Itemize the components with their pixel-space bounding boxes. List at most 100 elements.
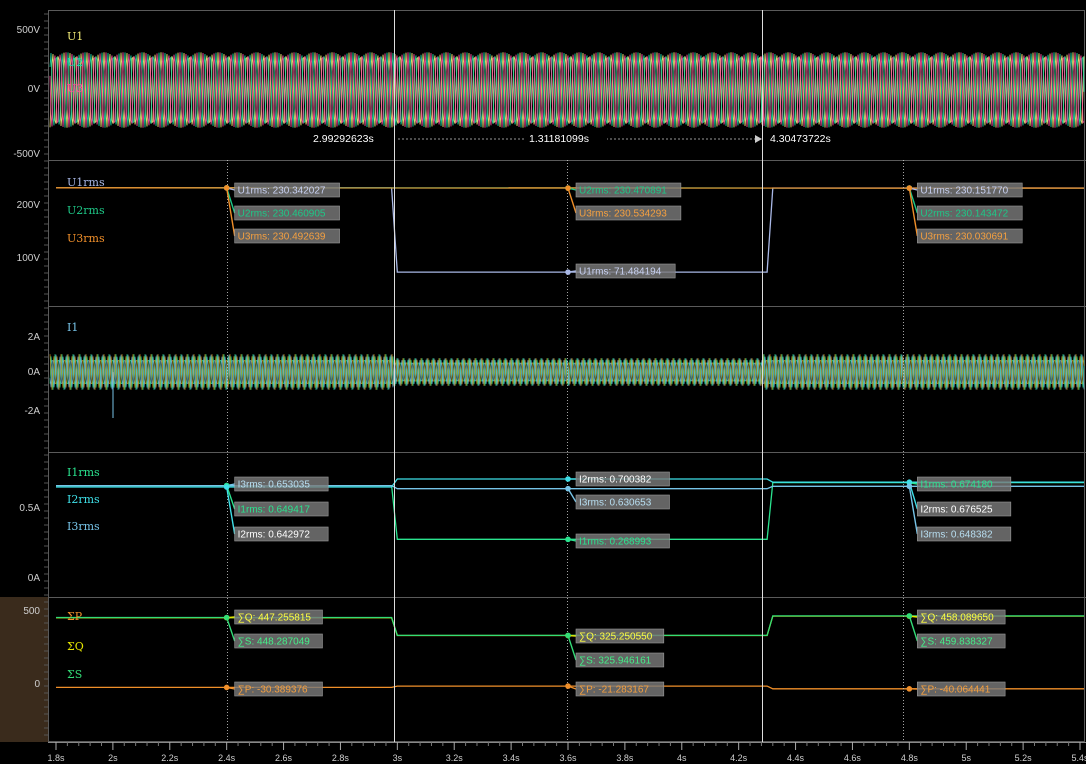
trace-i3rms (56, 484, 1084, 490)
annotation-label: ∑S: 459.838327 (906, 613, 1006, 649)
annotation-box (575, 494, 670, 510)
annotation-text: I2rms: 0.642972 (238, 530, 311, 541)
marker-lines (227, 160, 904, 742)
annotation-box (234, 228, 340, 244)
annotation-label: U1rms: 230.342027 (223, 182, 340, 198)
y-tick: 0 (34, 679, 40, 690)
annotation-box (575, 205, 682, 221)
annotation-label: I3rms: 0.630653 (565, 485, 670, 510)
x-tick-label: 4s (677, 753, 687, 763)
annotation-label: ∑Q: 325.250550 (565, 628, 665, 644)
y-tick: -500V (13, 149, 40, 160)
legend-u1: U1 (67, 30, 83, 43)
annotation-label: ∑P: -40.064441 (906, 681, 1006, 697)
annotation-box (234, 633, 323, 649)
annotation-leader (567, 488, 577, 503)
annotation-label: ∑S: 448.287049 (223, 614, 323, 649)
annotation-box (234, 681, 323, 697)
annotation-label: U3rms: 230.492639 (223, 185, 340, 244)
annotation-box (234, 476, 329, 492)
annotation-label: I3rms: 0.648382 (906, 483, 1012, 542)
annotation-text: U3rms: 230.030691 (920, 232, 1008, 243)
legend-u3rms: U3rms (67, 232, 105, 245)
x-tick-label: 3.2s (446, 753, 464, 763)
annotation-label: U3rms: 230.534293 (565, 185, 682, 221)
series-legends: U1 U2 U3 U1rms U2rms U3rms I1 I1rms I2rm… (67, 30, 105, 681)
y-tick: 500V (17, 25, 41, 36)
annotation-leader (225, 486, 236, 535)
annotation-leader (226, 485, 236, 510)
annotation-text: I3rms: 0.648382 (920, 530, 993, 541)
y-tick: 200V (17, 200, 41, 211)
legend-i3rms: I3rms (67, 520, 100, 533)
annotation-leader (567, 685, 577, 690)
annotation-box (575, 652, 665, 668)
annotation-label: I1rms: 0.268993 (565, 533, 670, 549)
y-axis-minor-ticks (44, 13, 48, 736)
annotation-leader (567, 270, 577, 273)
x-tick-label: 2.6s (275, 753, 293, 763)
x-tick-label: 4.4s (787, 753, 805, 763)
cursor-delta-time: 1.31181099s (529, 133, 589, 145)
annotation-text: I3rms: 0.653035 (238, 480, 311, 491)
x-tick-label: 2s (108, 753, 118, 763)
annotation-label: U1rms: 230.151770 (906, 182, 1023, 198)
legend-q: ΣQ (67, 640, 84, 653)
annotation-box (575, 263, 676, 279)
marker-annotations: U1rms: 230.342027 U2rms: 230.460905 U3rms:… (223, 182, 1023, 697)
annotation-text: I2rms: 0.700382 (579, 475, 652, 486)
waveform-layer (49, 52, 1085, 418)
y-tick: 0A (28, 367, 41, 378)
annotation-box (917, 633, 1006, 649)
annotation-leader (908, 615, 919, 642)
annotation-text: I3rms: 0.630653 (579, 498, 652, 509)
legend-u3: U3 (67, 82, 83, 95)
legend-u2rms: U2rms (67, 204, 105, 217)
legend-p: ΣP (67, 610, 83, 623)
annotation-box (917, 476, 1012, 492)
annotation-box (917, 205, 1023, 221)
annotation-box (917, 228, 1023, 244)
annotation-label: ∑S: 325.946161 (565, 632, 665, 668)
annotation-label: ∑P: -30.389376 (223, 681, 323, 697)
x-tick-label: 3.4s (503, 753, 521, 763)
annotation-label: ∑Q: 447.255815 (223, 609, 323, 625)
cursor-delta-bg (525, 131, 607, 144)
x-tick-label: 2.4s (218, 753, 236, 763)
x-tick-label: 5.4s (1071, 753, 1086, 763)
annotation-text: U2rms: 230.460905 (238, 209, 326, 220)
cursor-2-time: 4.30473722s (770, 133, 831, 145)
annotation-label: ∑P: -21.283167 (565, 681, 665, 697)
annotation-text: ∑Q: 447.255815 (238, 613, 312, 624)
x-axis-ticks: 1.8s 2s 2.2s 2.4s 2.6s 2.8s 3s 3.2s 3.4s 3.6s 3.8s… (47, 742, 1086, 763)
y-tick: 100V (17, 253, 41, 264)
legend-i2rms: I2rms (67, 493, 100, 506)
annotation-label: I1rms: 0.649417 (223, 482, 329, 517)
x-tick-label: 3.8s (616, 753, 634, 763)
annotation-box (234, 526, 329, 542)
x-tick-label: 2.2s (161, 753, 179, 763)
annotation-box (234, 205, 340, 221)
y-axis-ticks: 500V 0V -500V 200V 100V 2A 0A -2A 0.5A 0… (13, 25, 40, 690)
y-tick: 500 (23, 606, 40, 617)
annotation-leader (567, 187, 577, 214)
wave-i3 (49, 354, 1085, 390)
annotation-box (917, 526, 1012, 542)
annotation-box (575, 471, 670, 487)
annotation-leader (567, 538, 577, 542)
annotation-label: U3rms: 230.030691 (906, 185, 1023, 244)
y-tick: 0V (28, 84, 41, 95)
annotation-text: ∑P: -30.389376 (238, 685, 308, 696)
x-axis-band (0, 742, 1086, 764)
annotation-text: ∑S: 325.946161 (579, 656, 652, 667)
annotation-text: I1rms: 0.649417 (238, 505, 311, 516)
annotation-label: U2rms: 230.470891 (565, 182, 682, 198)
legend-u2: U2 (67, 56, 83, 69)
annotation-leader (226, 617, 236, 642)
annotation-box (575, 628, 665, 644)
annotation-label: ∑Q: 458.089650 (906, 609, 1006, 625)
annotation-label: U1rms: 71.484194 (565, 263, 676, 279)
annotation-text: I1rms: 0.674180 (920, 480, 993, 491)
legend-s: ΣS (67, 668, 82, 681)
annotation-label: I2rms: 0.642972 (223, 484, 329, 542)
